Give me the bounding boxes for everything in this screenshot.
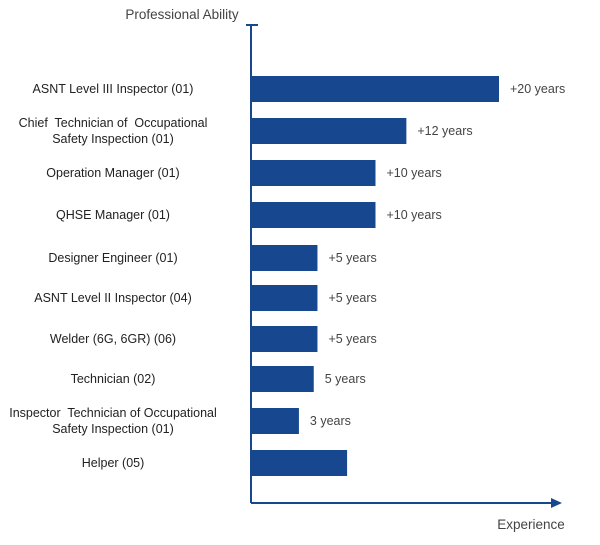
bar-8 <box>252 366 314 392</box>
category-label-9-line-2: Safety Inspection (01) <box>52 422 174 436</box>
category-label-6: ASNT Level II Inspector (04) <box>34 291 191 305</box>
x-axis-arrowhead <box>551 498 562 508</box>
value-label-7: +5 years <box>328 332 376 346</box>
category-label-7: Welder (6G, 6GR) (06) <box>50 332 176 346</box>
category-label-8: Technician (02) <box>71 372 156 386</box>
bar-7 <box>252 326 318 352</box>
y-axis-title: Professional Ability <box>125 7 239 22</box>
bar-9 <box>252 408 299 434</box>
category-label-5: Designer Engineer (01) <box>48 251 177 265</box>
value-label-6: +5 years <box>328 291 376 305</box>
value-label-5: +5 years <box>328 251 376 265</box>
bars-group <box>252 76 499 476</box>
value-label-3: +10 years <box>387 166 442 180</box>
value-label-8: 5 years <box>325 372 366 386</box>
category-label-1: ASNT Level III Inspector (01) <box>33 82 194 96</box>
value-label-1: +20 years <box>510 82 565 96</box>
bar-3 <box>252 160 376 186</box>
bar-1 <box>252 76 499 102</box>
bar-2 <box>252 118 407 144</box>
x-axis-title: Experience <box>497 517 565 532</box>
bar-10 <box>252 450 348 476</box>
category-label-3: Operation Manager (01) <box>46 166 179 180</box>
bar-4 <box>252 202 376 228</box>
category-label-4: QHSE Manager (01) <box>56 208 170 222</box>
category-label-2-line-2: Safety Inspection (01) <box>52 132 174 146</box>
category-label-9-line-1: Inspector Technician of Occupational <box>9 406 217 420</box>
value-label-4: +10 years <box>387 208 442 222</box>
value-label-9: 3 years <box>310 414 351 428</box>
category-label-10: Helper (05) <box>82 456 145 470</box>
bar-5 <box>252 245 318 271</box>
category-label-2-line-1: Chief Technician of Occupational <box>19 116 208 130</box>
value-label-2: +12 years <box>417 124 472 138</box>
bar-6 <box>252 285 318 311</box>
